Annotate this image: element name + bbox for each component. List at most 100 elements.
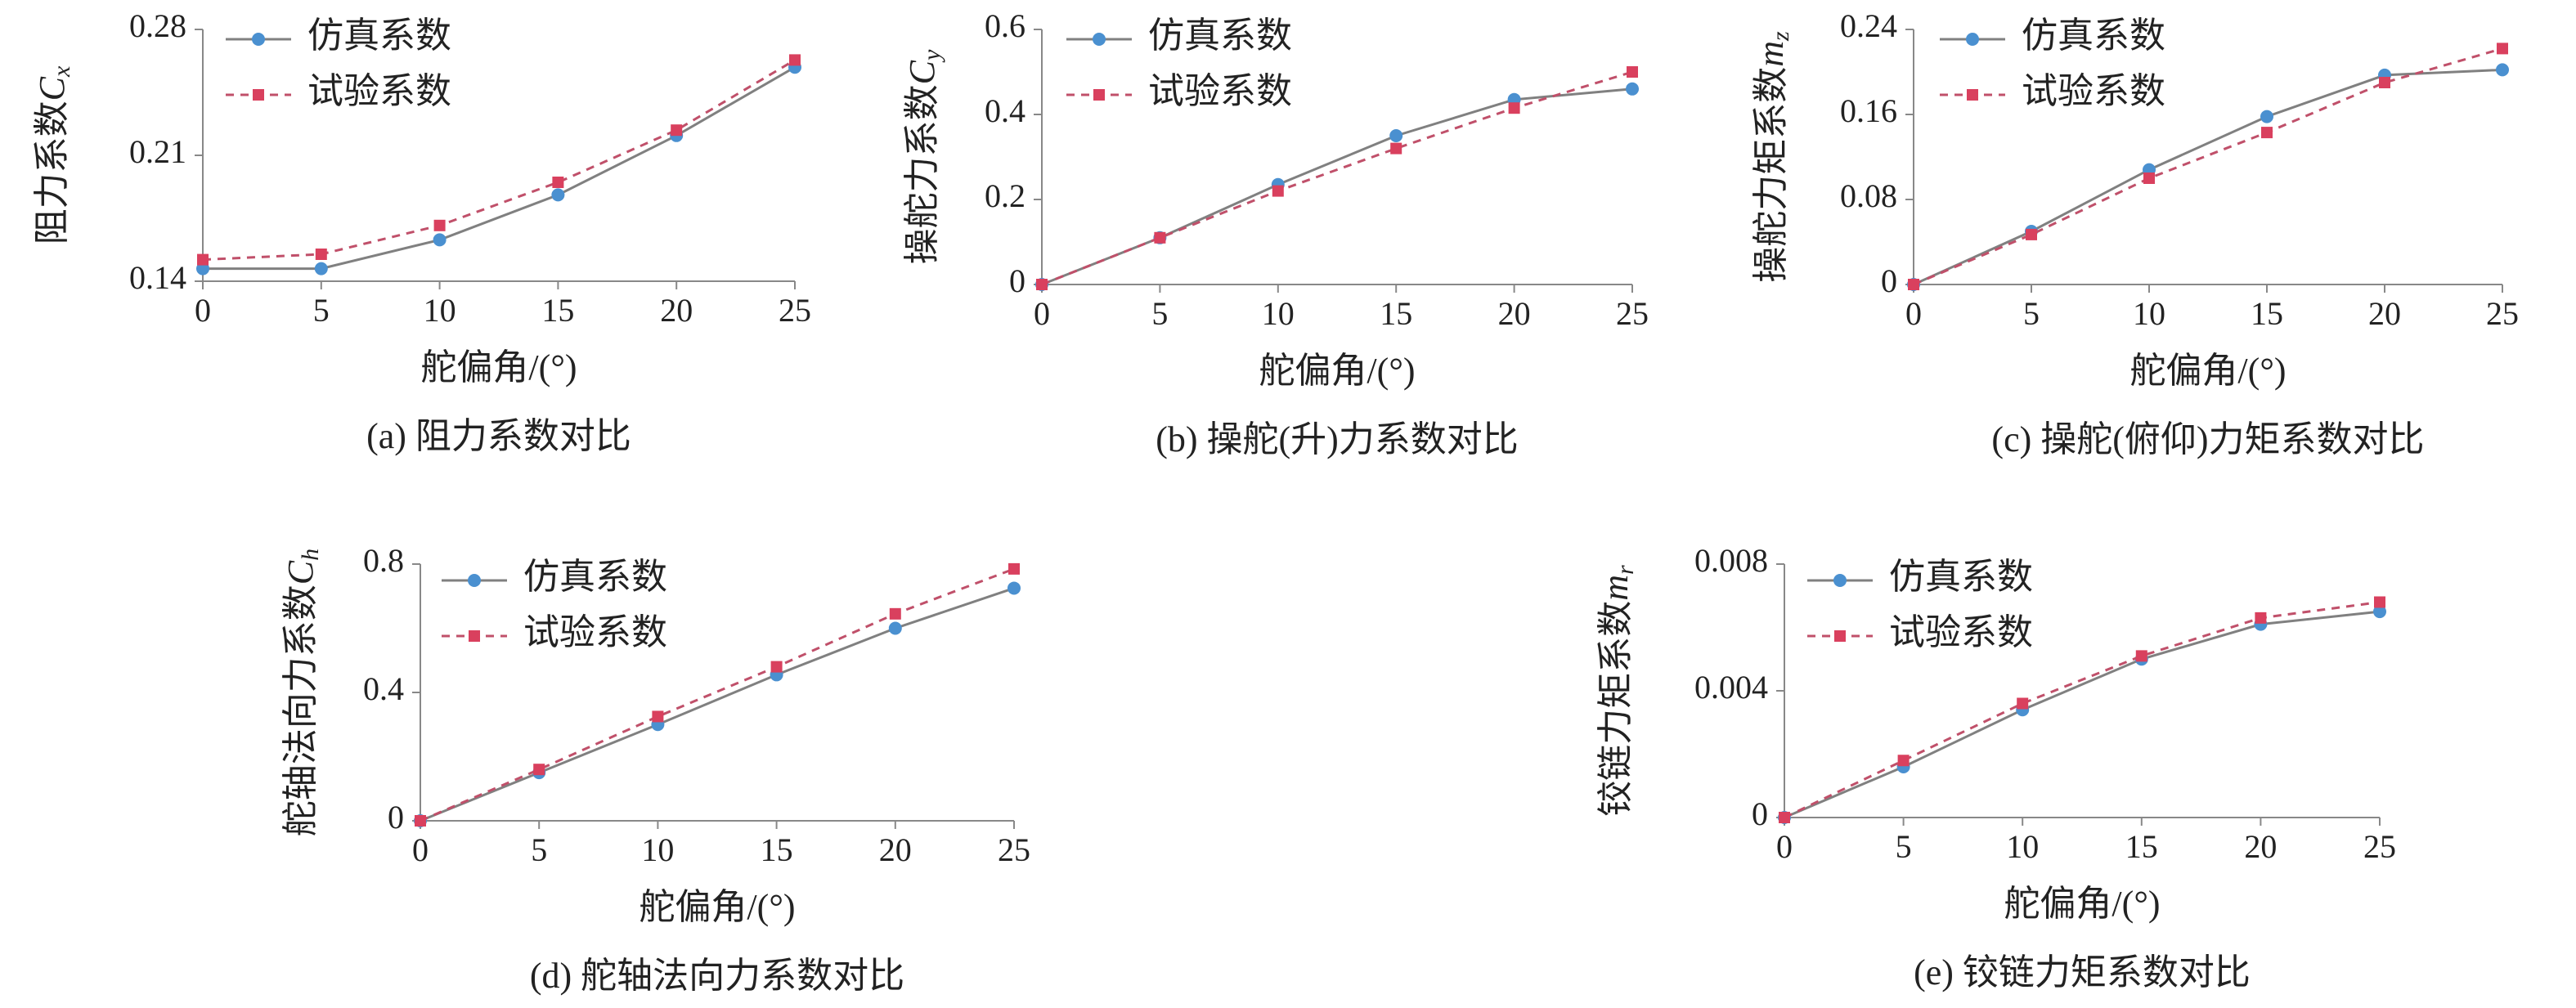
marker — [197, 253, 209, 266]
x-axis-label: 舵偏角/(°) — [1259, 351, 1415, 391]
marker — [888, 621, 902, 635]
marker — [889, 607, 901, 620]
marker — [1036, 279, 1048, 290]
legend-marker — [1093, 89, 1105, 101]
y-label-sub: y — [918, 49, 945, 63]
marker — [551, 188, 565, 202]
y-label-symbol: m — [1595, 575, 1636, 601]
marker — [1389, 129, 1403, 142]
legend-label: 试验系数 — [2022, 71, 2165, 111]
x-tick-label: 20 — [2244, 828, 2277, 865]
y-tick-label: 0.008 — [1694, 542, 1768, 579]
caption: (a) 阻力系数对比 — [366, 416, 631, 456]
marker — [415, 815, 426, 827]
x-tick-label: 15 — [2251, 295, 2283, 332]
x-tick-label: 10 — [2133, 295, 2165, 332]
x-tick-label: 5 — [1151, 295, 1168, 332]
x-tick-label: 5 — [1896, 828, 1912, 865]
x-tick-label: 0 — [195, 292, 211, 329]
y-tick-label: 0.21 — [129, 133, 186, 170]
marker — [2374, 596, 2385, 608]
y-label-text: 操舵力矩系数 — [1751, 67, 1791, 283]
series-line — [1913, 47, 2503, 286]
marker — [433, 219, 446, 231]
x-axis-label: 舵偏角/(°) — [420, 347, 577, 388]
x-tick-label: 25 — [2486, 295, 2519, 332]
x-tick-label: 0 — [1034, 295, 1050, 332]
y-tick-label: 0 — [1881, 262, 1897, 299]
y-tick-label: 0.4 — [363, 670, 404, 707]
series-line — [1913, 68, 2503, 286]
marker — [2373, 605, 2386, 619]
y-tick-label: 0.4 — [985, 92, 1025, 129]
series-line — [420, 567, 1015, 822]
y-label-text: 舵轴法向力系数 — [280, 585, 321, 836]
legend-label: 试验系数 — [1148, 71, 1292, 111]
marker — [1508, 102, 1520, 114]
y-label-sub: z — [1767, 31, 1794, 42]
marker — [2143, 172, 2155, 184]
y-axis-label: 舵轴法向力系数Ch — [280, 549, 324, 836]
y-tick-label: 0.08 — [1840, 177, 1897, 214]
subplot: 0 0.004 0.008 0 5 10 15 20 25 舵偏角/(°) (e) 铰链力矩系数对比… — [1595, 542, 2396, 992]
legend-label: 仿真系数 — [1889, 557, 2033, 597]
marker — [2379, 77, 2390, 88]
subplot: 0 0.4 0.8 0 5 10 15 20 25 舵偏角/(°) (d) 舵轴法向力系数对比 舵轴法… — [280, 542, 1030, 996]
x-axis-label: 舵偏角/(°) — [2129, 351, 2286, 391]
y-axis-label: 操舵力系数Cy — [902, 49, 945, 264]
y-axis-label: 铰链力矩系数mr — [1595, 565, 1639, 817]
marker — [1390, 142, 1402, 155]
y-tick-label: 0.8 — [363, 542, 404, 579]
subplot: 0 0.2 0.4 0.6 0 5 10 15 20 25 舵偏角/(°) (b) 操舵(升)力系数对… — [902, 7, 1649, 459]
marker — [789, 54, 801, 66]
y-label-sub: h — [297, 549, 324, 561]
series-line — [1784, 610, 2381, 819]
y-tick-label: 0.004 — [1694, 669, 1768, 706]
marker — [2255, 612, 2267, 624]
legend-marker — [469, 630, 480, 642]
series-line — [203, 65, 796, 271]
marker — [1008, 581, 1021, 595]
x-tick-label: 15 — [761, 831, 793, 868]
y-tick-label: 0.6 — [985, 7, 1025, 44]
x-tick-label: 15 — [2125, 828, 2158, 865]
legend-marker — [1833, 574, 1847, 587]
marker — [2496, 63, 2509, 77]
marker — [533, 764, 545, 776]
marker — [2261, 127, 2273, 139]
legend-marker — [252, 33, 265, 46]
marker — [671, 124, 683, 137]
y-axis-label: 操舵力矩系数mz — [1751, 31, 1794, 283]
y-tick-label: 0 — [1752, 795, 1768, 832]
x-tick-label: 0 — [412, 831, 429, 868]
y-tick-label: 0.14 — [129, 259, 186, 296]
legend-marker — [1967, 89, 1978, 101]
legend-marker — [1093, 33, 1106, 46]
x-tick-label: 20 — [879, 831, 912, 868]
y-label-symbol: C — [32, 76, 72, 101]
x-tick-label: 5 — [2023, 295, 2040, 332]
marker — [315, 249, 327, 260]
legend-label: 仿真系数 — [523, 557, 667, 597]
x-axis-label: 舵偏角/(°) — [2004, 884, 2160, 924]
marker — [1154, 231, 1166, 244]
legend-label: 试验系数 — [1889, 612, 2033, 652]
y-label-symbol: C — [902, 60, 942, 84]
y-tick-label: 0.28 — [129, 7, 186, 44]
caption: (b) 操舵(升)力系数对比 — [1156, 419, 1519, 459]
marker — [1897, 755, 1910, 767]
y-label-symbol: m — [1751, 41, 1791, 67]
x-tick-label: 25 — [779, 292, 811, 329]
caption: (d) 舵轴法向力系数对比 — [530, 956, 904, 996]
y-label-sub: x — [48, 65, 75, 78]
x-tick-label: 5 — [313, 292, 330, 329]
marker — [433, 233, 447, 247]
y-label-text: 操舵力系数 — [902, 84, 942, 264]
y-tick-label: 0 — [388, 799, 404, 836]
marker — [2026, 228, 2037, 240]
x-tick-label: 20 — [1498, 295, 1531, 332]
y-tick-label: 0.24 — [1840, 7, 1897, 44]
y-tick-label: 0 — [1009, 262, 1025, 299]
legend-label: 试验系数 — [523, 612, 667, 652]
marker — [2497, 43, 2508, 55]
